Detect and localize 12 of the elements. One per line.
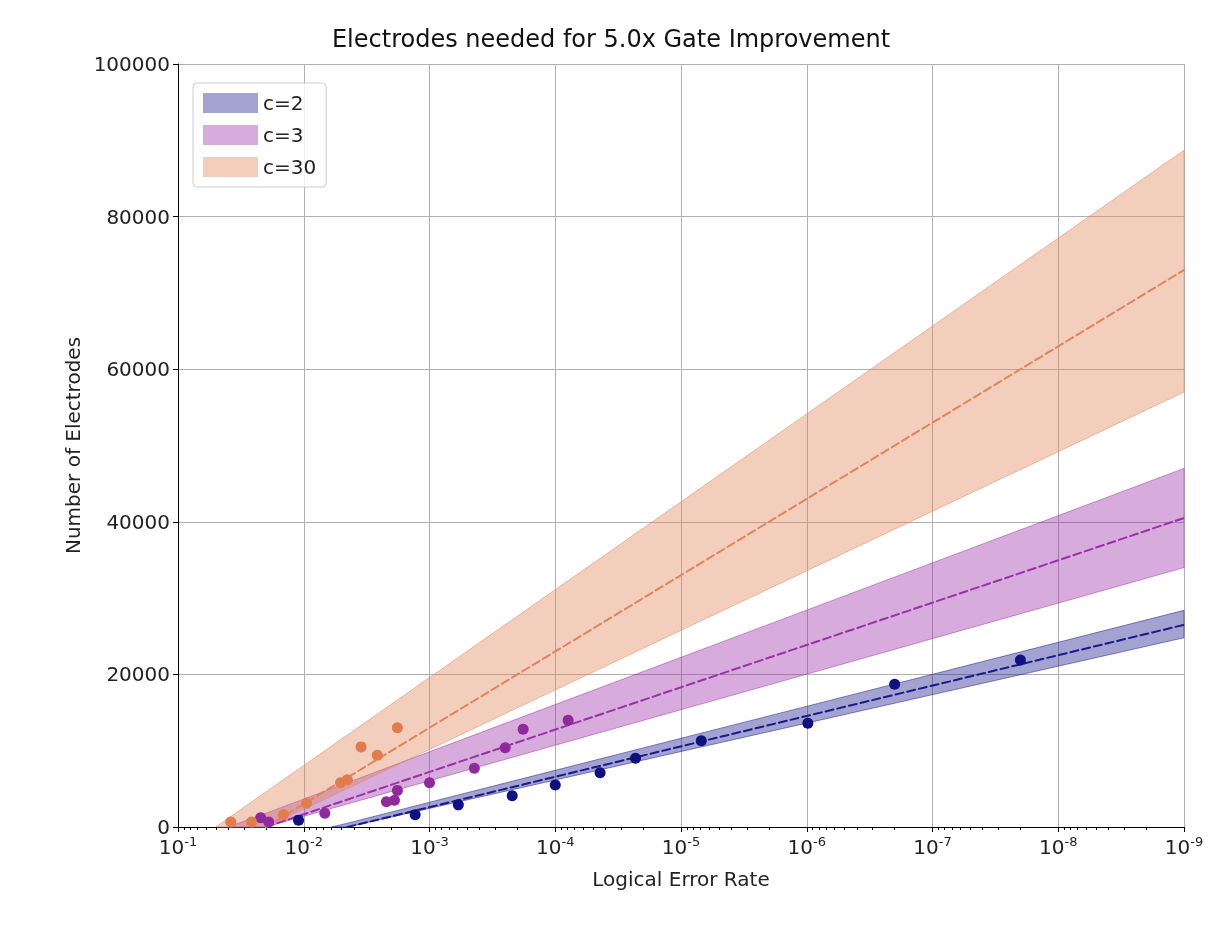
y-tick-label: 60000 bbox=[106, 357, 170, 382]
legend-label: c=2 bbox=[263, 91, 304, 115]
y-tick-label: 80000 bbox=[106, 204, 170, 229]
y-tick-label: 40000 bbox=[106, 509, 170, 534]
legend-label: c=30 bbox=[263, 155, 317, 179]
legend-label: c=3 bbox=[263, 123, 304, 147]
x-axis-title: Logical Error Rate bbox=[592, 867, 770, 891]
y-tick-label: 0 bbox=[157, 815, 170, 839]
y-tick-label: 20000 bbox=[106, 662, 170, 687]
chart-title: Electrodes needed for 5.0x Gate Improvement bbox=[331, 25, 891, 53]
y-axis-title: Number of Electrodes bbox=[60, 336, 85, 555]
y-tick-label: 100000 bbox=[93, 52, 170, 76]
